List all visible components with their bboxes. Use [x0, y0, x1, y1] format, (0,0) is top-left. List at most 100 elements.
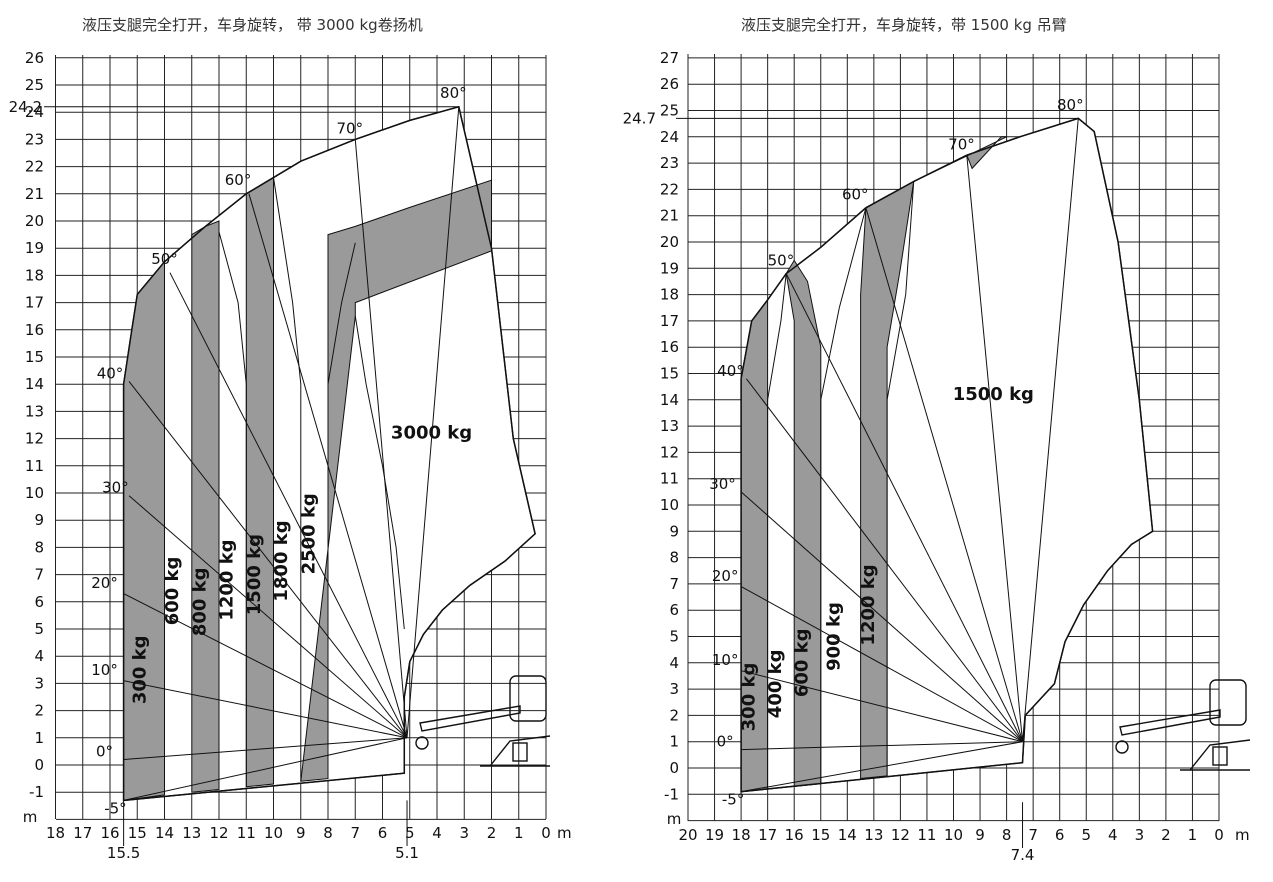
- x-tick-label: 3: [459, 824, 469, 842]
- y-tick-label: 5: [669, 628, 679, 646]
- y-tick-label: 1: [34, 729, 44, 747]
- y-tick-label: 8: [669, 549, 679, 567]
- load-zone-label: 1500 kg: [244, 534, 265, 615]
- y-tick-label: 24: [25, 103, 44, 121]
- y-tick-label: 17: [660, 312, 679, 330]
- y-tick-label: 12: [660, 443, 679, 461]
- boom-shape: [420, 706, 520, 731]
- boom-angle-label: 10°: [91, 661, 118, 679]
- hook-shape: [416, 737, 428, 749]
- y-unit-label: m: [23, 808, 38, 826]
- load-zone-label: 800 kg: [189, 567, 210, 636]
- y-tick-label: 14: [660, 391, 679, 409]
- x-tick-label: 0: [1214, 826, 1224, 844]
- x-tick-label: 2: [1161, 826, 1171, 844]
- x-tick-label: 1: [1188, 826, 1198, 844]
- y-tick-label: 25: [660, 102, 679, 120]
- y-tick-label: 26: [660, 75, 679, 93]
- boom-angle-label: 50°: [151, 250, 178, 268]
- x-tick-label: 13: [182, 824, 201, 842]
- boom-angle-label: 10°: [712, 651, 739, 669]
- y-tick-label: 27: [660, 49, 679, 67]
- x-tick-label: 15: [128, 824, 147, 842]
- x-tick-label: 20: [678, 826, 697, 844]
- y-tick-label: 6: [669, 601, 679, 619]
- y-tick-label: 26: [25, 49, 44, 67]
- boom-angle-label: 30°: [709, 475, 736, 493]
- y-tick-label: 9: [34, 511, 44, 529]
- y-tick-label: 2: [34, 702, 44, 720]
- boom-shape: [1120, 710, 1220, 735]
- boom-angle-label: -5°: [722, 791, 744, 809]
- x-tick-label: 19: [705, 826, 724, 844]
- outrigger-shape: [1213, 747, 1227, 765]
- boom-angle-label: 60°: [225, 171, 252, 189]
- x-tick-label: 9: [975, 826, 985, 844]
- load-zone-label: 2500 kg: [298, 493, 319, 574]
- y-tick-label: 12: [25, 430, 44, 448]
- x-extra-label: 7.4: [1011, 846, 1035, 864]
- load-chart-right: -5°0°10°20°30°40°50°60°70°80°24.7-101234…: [623, 49, 1250, 864]
- y-tick-label: 8: [34, 538, 44, 556]
- y-tick-label: 6: [34, 593, 44, 611]
- y-tick-label: 13: [660, 417, 679, 435]
- y-tick-label: 21: [660, 207, 679, 225]
- load-zone-label: 600 kg: [162, 557, 183, 626]
- x-tick-label: 0: [541, 824, 551, 842]
- x-extra-label: 15.5: [107, 844, 140, 862]
- boom-angle-label: 30°: [102, 479, 129, 497]
- y-tick-label: 9: [669, 522, 679, 540]
- x-tick-label: 8: [323, 824, 333, 842]
- x-tick-label: 16: [100, 824, 119, 842]
- y-tick-label: 7: [34, 566, 44, 584]
- load-zone-label: 1800 kg: [271, 520, 292, 601]
- y-tick-label: 19: [660, 259, 679, 277]
- x-tick-label: 14: [838, 826, 857, 844]
- boom-angle-label: 80°: [1057, 96, 1084, 114]
- y-tick-label: 23: [25, 130, 44, 148]
- y-tick-label: -1: [664, 785, 679, 803]
- y-tick-label: 20: [25, 212, 44, 230]
- load-zone-label: 1500 kg: [953, 384, 1034, 405]
- x-tick-label: 5: [1081, 826, 1091, 844]
- load-zone-label: 600 kg: [791, 628, 812, 697]
- x-tick-label: 12: [891, 826, 910, 844]
- y-tick-label: 10: [660, 496, 679, 514]
- x-tick-label: 2: [487, 824, 497, 842]
- load-zone-label: 300 kg: [738, 663, 759, 732]
- load-zone-label: 900 kg: [823, 602, 844, 671]
- telehandler-icon: [1116, 680, 1250, 770]
- x-unit-label: m: [1235, 826, 1250, 844]
- boom-angle-label: 50°: [768, 251, 795, 269]
- boom-angle-label: 80°: [440, 84, 467, 102]
- y-tick-label: 18: [660, 286, 679, 304]
- y-tick-label: 11: [25, 457, 44, 475]
- x-tick-label: 11: [917, 826, 936, 844]
- boom-angle-label: 40°: [717, 362, 744, 380]
- boom-angle-label: 40°: [97, 364, 124, 382]
- x-tick-label: 3: [1135, 826, 1145, 844]
- boom-angle-label: 20°: [712, 567, 739, 585]
- outrigger-shape: [513, 743, 527, 761]
- y-tick-label: 10: [25, 484, 44, 502]
- x-tick-label: 17: [73, 824, 92, 842]
- y-tick-label: 22: [25, 158, 44, 176]
- boom-angle-label: 70°: [337, 120, 364, 138]
- y-tick-label: 16: [660, 338, 679, 356]
- y-tick-label: -1: [29, 783, 44, 801]
- y-tick-label: 3: [669, 680, 679, 698]
- y-tick-label: 19: [25, 239, 44, 257]
- hook-shape: [1116, 741, 1128, 753]
- x-tick-label: 7: [350, 824, 360, 842]
- x-tick-label: 5: [405, 824, 415, 842]
- y-tick-label: 1: [669, 733, 679, 751]
- y-tick-label: 4: [669, 654, 679, 672]
- x-tick-label: 15: [811, 826, 830, 844]
- x-tick-label: 10: [944, 826, 963, 844]
- max-height-label: 24.7: [623, 109, 656, 127]
- x-tick-label: 17: [758, 826, 777, 844]
- y-tick-label: 7: [669, 575, 679, 593]
- x-tick-label: 16: [785, 826, 804, 844]
- y-tick-label: 13: [25, 402, 44, 420]
